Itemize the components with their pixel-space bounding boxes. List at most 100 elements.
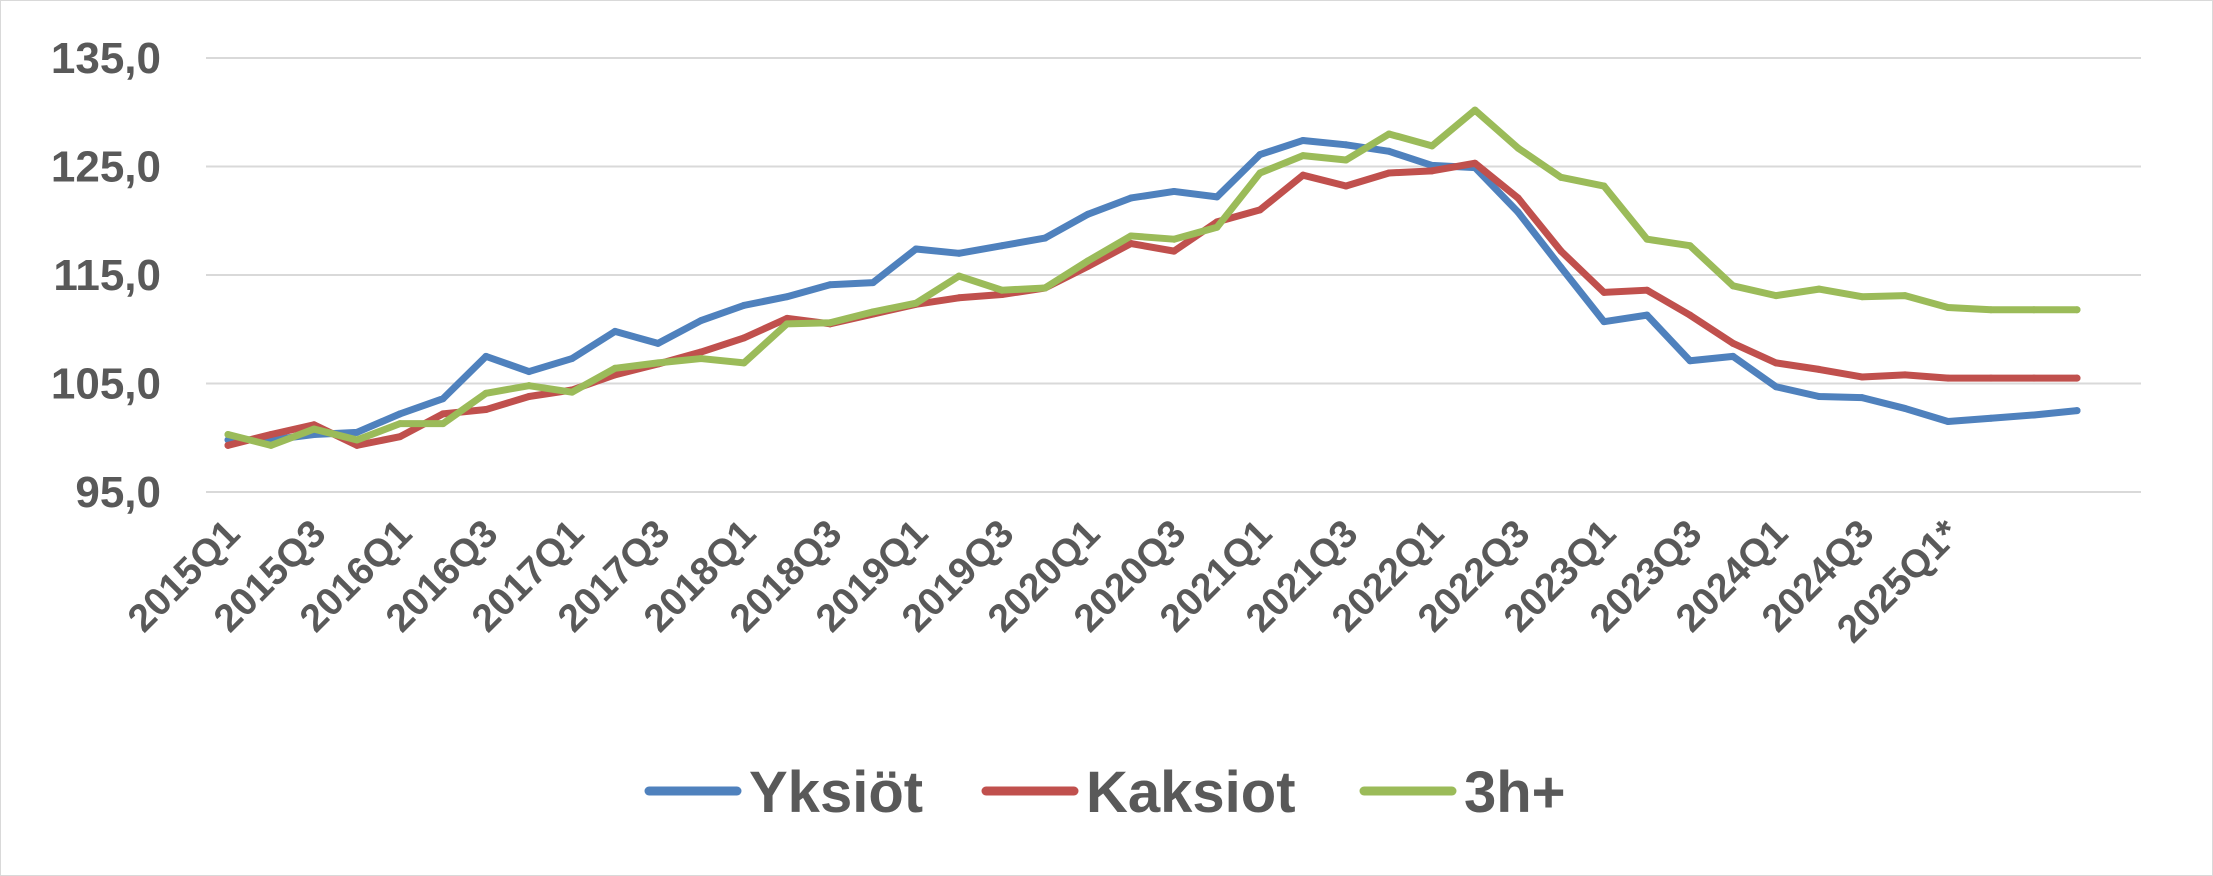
data-point: [1557, 263, 1565, 271]
data-point: [482, 389, 490, 397]
data-point: [396, 433, 404, 441]
data-point: [1557, 173, 1565, 181]
data-point: [1127, 194, 1135, 202]
data-point: [1213, 193, 1221, 201]
data-point: [611, 364, 619, 372]
data-point: [1299, 152, 1307, 160]
data-point: [697, 317, 705, 325]
data-point: [1686, 242, 1694, 250]
data-point: [998, 242, 1006, 250]
data-point: [1643, 235, 1651, 243]
data-point: [869, 308, 877, 316]
data-point: [697, 355, 705, 363]
y-tick-label: 125,0: [51, 143, 161, 192]
data-point: [1342, 182, 1350, 190]
data-point: [1944, 374, 1952, 382]
data-point: [740, 301, 748, 309]
data-point: [740, 334, 748, 342]
data-point: [1772, 383, 1780, 391]
data-point: [1987, 374, 1995, 382]
y-tick-label: 95,0: [75, 468, 161, 517]
data-point: [439, 410, 447, 418]
data-point: [912, 245, 920, 253]
data-point: [1901, 404, 1909, 412]
data-point: [1127, 240, 1135, 248]
data-point: [826, 281, 834, 289]
series-lines: [224, 106, 2081, 449]
data-point: [1858, 394, 1866, 402]
data-point: [697, 348, 705, 356]
data-point: [654, 339, 662, 347]
data-point: [1385, 147, 1393, 155]
data-point: [1342, 156, 1350, 164]
data-point: [1299, 171, 1307, 179]
data-point: [353, 441, 361, 449]
data-point: [2030, 411, 2038, 419]
data-point: [1643, 286, 1651, 294]
legend: Yksiöt Kaksiot 3h+: [644, 760, 1566, 825]
data-point: [224, 430, 232, 438]
data-point: [1385, 169, 1393, 177]
data-point: [310, 425, 318, 433]
data-point: [1170, 247, 1178, 255]
data-point: [1815, 285, 1823, 293]
data-point: [525, 368, 533, 376]
data-point: [396, 420, 404, 428]
data-point: [1084, 257, 1092, 265]
data-point: [1729, 352, 1737, 360]
data-point: [826, 319, 834, 327]
legend-label: Yksiöt: [749, 760, 923, 825]
data-point: [353, 436, 361, 444]
legend-label: 3h+: [1464, 760, 1566, 825]
data-point: [1901, 292, 1909, 300]
data-point: [353, 428, 361, 436]
data-point: [2030, 306, 2038, 314]
data-point: [482, 352, 490, 360]
data-point: [568, 388, 576, 396]
data-point: [1772, 359, 1780, 367]
data-point: [1514, 144, 1522, 152]
data-point: [783, 314, 791, 322]
data-point: [611, 327, 619, 335]
data-point: [1815, 365, 1823, 373]
data-point: [1686, 311, 1694, 319]
series-line: [224, 136, 2081, 444]
data-point: [654, 359, 662, 367]
series-2: [224, 106, 2081, 449]
data-point: [1901, 371, 1909, 379]
data-point: [267, 430, 275, 438]
data-point: [1729, 282, 1737, 290]
data-point: [1299, 136, 1307, 144]
data-point: [955, 294, 963, 302]
series-1: [224, 159, 2081, 449]
data-point: [1471, 159, 1479, 167]
data-point: [568, 355, 576, 363]
data-point: [783, 320, 791, 328]
data-point: [869, 279, 877, 287]
data-point: [1213, 223, 1221, 231]
data-point: [2073, 306, 2081, 314]
data-point: [1514, 208, 1522, 216]
data-point: [1987, 306, 1995, 314]
data-point: [1127, 232, 1135, 240]
x-axis-tick-labels: 2015Q12015Q32016Q12016Q32017Q12017Q32018…: [120, 511, 1969, 651]
data-point: [1987, 414, 1995, 422]
data-point: [1256, 169, 1264, 177]
data-point: [1729, 339, 1737, 347]
data-point: [1815, 393, 1823, 401]
data-point: [267, 441, 275, 449]
data-point: [1557, 247, 1565, 255]
data-point: [1944, 304, 1952, 312]
data-point: [2030, 374, 2038, 382]
series-line: [224, 159, 2081, 449]
data-point: [482, 406, 490, 414]
data-point: [525, 382, 533, 390]
data-point: [783, 293, 791, 301]
data-point: [1600, 318, 1608, 326]
data-point: [1170, 235, 1178, 243]
y-tick-label: 135,0: [51, 34, 161, 83]
data-point: [955, 249, 963, 257]
data-point: [1256, 206, 1264, 214]
data-point: [525, 393, 533, 401]
